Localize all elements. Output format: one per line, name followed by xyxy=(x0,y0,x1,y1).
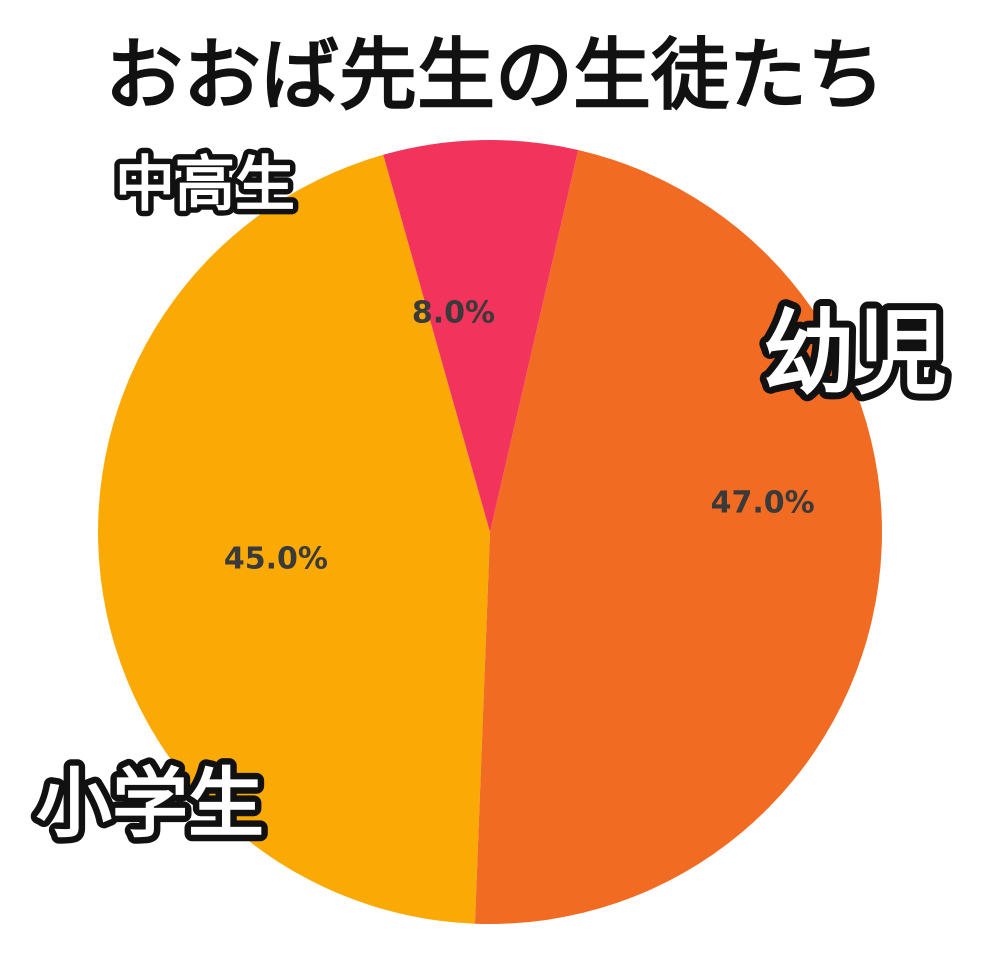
pie-slice-1 xyxy=(98,154,491,924)
category-label-yoji: 幼児 xyxy=(763,300,947,407)
pie-slice-0 xyxy=(474,150,882,924)
percent-label-1: 45.0% xyxy=(224,542,328,577)
pie-slice-2 xyxy=(383,140,579,533)
pie-slices xyxy=(98,140,882,924)
category-label-shogakusei: 小学生 xyxy=(36,759,264,848)
category-label-chukosei: 中高生 xyxy=(115,150,295,220)
percent-label-2: 8.0% xyxy=(412,296,495,331)
percent-label-0: 47.0% xyxy=(711,485,815,520)
percent-labels: 47.0% 45.0% 8.0% xyxy=(224,296,815,577)
chart-title: おおば先生の生徒たち xyxy=(105,31,885,121)
